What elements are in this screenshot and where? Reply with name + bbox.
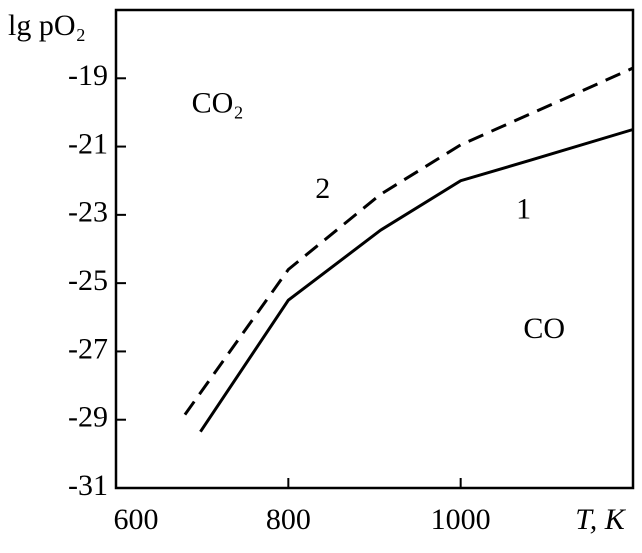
y-tick-label: -27 (68, 332, 108, 365)
y-tick-label: -23 (68, 196, 108, 229)
annotation: 1 (516, 192, 531, 225)
x-tick-label: 800 (266, 503, 311, 536)
line-series (183, 66, 634, 416)
y-axis-label: lg pO₂ (8, 9, 86, 42)
annotation: CO₂ (192, 86, 244, 119)
y-tick-label: -31 (68, 469, 108, 502)
x-tick-label: 1000 (431, 503, 491, 536)
x-axis-label: T, K (575, 503, 626, 536)
y-tick-label: -19 (68, 59, 108, 92)
annotation: CO (523, 312, 565, 345)
x-tick-label: 600 (114, 503, 159, 536)
plot-frame (114, 8, 635, 490)
y-tick-label: -21 (68, 127, 108, 160)
annotation: 2 (315, 172, 330, 205)
y-tick-label: -29 (68, 401, 108, 434)
y-tick-label: -25 (68, 264, 108, 297)
line-series (199, 128, 634, 433)
